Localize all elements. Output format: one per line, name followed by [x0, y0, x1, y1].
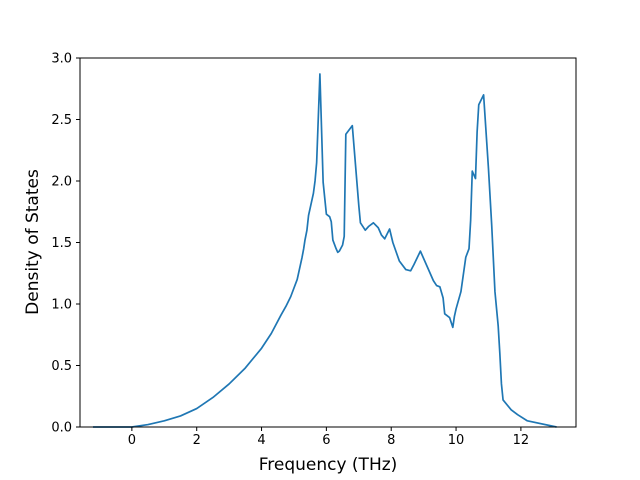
y-axis-label: Density of States — [23, 169, 43, 315]
x-tick-label: 0 — [128, 433, 136, 448]
x-tick-label: 10 — [448, 433, 465, 448]
x-tick-label: 2 — [193, 433, 201, 448]
dos-series-line — [92, 73, 557, 428]
x-tick-label: 12 — [513, 433, 530, 448]
y-tick-label: 0.5 — [51, 359, 72, 374]
y-tick-label: 0.0 — [51, 421, 72, 436]
x-tick-label: 4 — [257, 433, 265, 448]
y-tick-label: 3.0 — [51, 52, 72, 67]
y-tick-label: 1.0 — [51, 298, 72, 313]
y-tick-label: 2.0 — [51, 175, 72, 190]
y-tick-label: 2.5 — [51, 113, 72, 128]
x-tick-label: 8 — [387, 433, 395, 448]
x-axis-label: Frequency (THz) — [259, 455, 398, 475]
y-tick-label: 1.5 — [51, 236, 72, 251]
x-tick-label: 6 — [322, 433, 330, 448]
